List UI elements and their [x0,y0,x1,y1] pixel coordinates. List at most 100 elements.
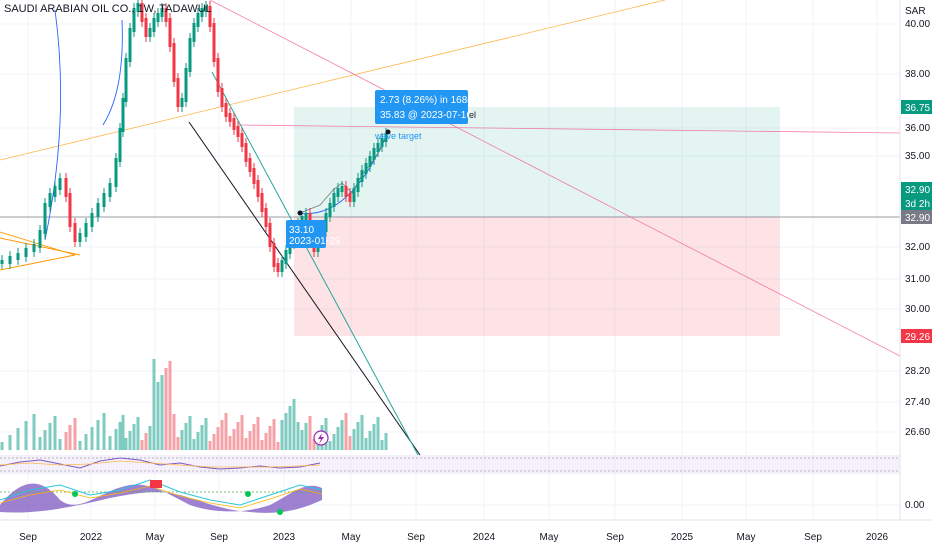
candle [128,28,132,62]
volume-bar [228,436,232,450]
candle [16,253,20,260]
price-tick-label: 0.00 [905,500,925,511]
candle [344,186,348,197]
candle [380,138,384,147]
orange-trendline [0,0,666,161]
candle [364,163,368,174]
candle [136,3,140,12]
time-tick-label: May [146,532,165,543]
price-tag-label: 29.26 [905,332,930,343]
volume-bar [68,425,72,450]
volume-bar [24,421,28,450]
candle [140,3,144,22]
volume-bar [144,433,148,450]
candle [68,193,72,227]
candle [43,203,47,234]
candle [224,103,228,117]
currency-label: SAR [905,6,926,17]
candle [348,193,352,202]
candle [240,133,244,147]
wave-path [299,131,389,214]
volume-bar [328,441,332,450]
volume-bar [308,416,312,450]
candle [212,23,216,62]
time-tick-label: 2023 [273,532,296,543]
gridlines [0,0,900,520]
volume-bar [280,420,284,450]
candle [376,143,380,152]
price-tick-label: 27.40 [905,397,930,408]
volume-bar [344,413,348,450]
volume-bar [248,431,252,450]
candle [284,250,288,264]
volume-bar [380,440,384,450]
price-tick-label: 32.00 [905,242,930,253]
volume-bar [372,424,376,450]
volume-bar [136,417,140,450]
volume-bar [160,375,164,450]
price-tag [901,196,932,210]
volume-bar [58,439,62,450]
candle [124,58,128,102]
volume-bar [204,418,208,450]
price-axis: 40.00 38.00 36.00 35.00 32.00 31.00 30.00 28.20… [905,19,930,511]
volume-bar [118,422,122,450]
volume-bar [90,427,94,450]
candle [168,18,172,47]
candle [108,183,112,197]
volume-bar [32,414,36,450]
candle [53,186,57,197]
time-tick-label: 2026 [866,532,889,543]
volume-bar [252,424,256,450]
entry-point [297,210,303,216]
volume-bar [384,433,388,450]
price-tick-label: 30.00 [905,304,930,315]
candle [144,18,148,37]
candle [236,126,240,137]
candle [24,248,28,257]
rsi-signal [0,460,321,468]
volume-bar [73,418,77,450]
candle [180,98,184,107]
entry-label: 33.10 [289,225,314,236]
time-axis: Sep 2022 May Sep 2023 May Sep 2024 May Sep 2025 May… [19,532,888,543]
volume-bar [64,432,68,450]
candle [0,260,4,264]
price-tick-label: 31.00 [905,274,930,285]
candle [188,38,192,72]
volume-bar [43,430,47,450]
candle [38,230,42,248]
price-tick-label: 36.00 [905,123,930,134]
candle [121,98,125,132]
candle [102,193,106,207]
volume-bar [348,436,352,450]
candle [248,158,252,172]
volume-bar [196,432,200,450]
volume-bar [260,440,264,450]
volume-bar [312,439,316,450]
volume-bar [212,434,216,450]
candle [272,243,276,267]
projection-label: 2.73 (8.26%) in 168d [380,95,473,106]
volume-bar [332,434,336,450]
time-tick-label: Sep [19,532,37,543]
candle [90,213,94,227]
candle [260,193,264,212]
volume-bar [38,437,42,450]
time-tick-label: May [737,532,756,543]
candle [276,263,280,272]
symbol-title: SAUDI ARABIAN OIL CO., 1W, TADAWUL [4,3,212,15]
time-tick-label: May [342,532,361,543]
volume-bar [148,426,152,450]
volume-bar [304,423,308,450]
candle [184,68,188,102]
candle [332,193,336,207]
candle [356,178,360,192]
price-tag-label: 32.90 [905,213,930,224]
candle [252,168,256,184]
candle [384,133,388,142]
volume-bar [300,430,304,450]
candle [196,13,200,27]
price-tag [901,182,932,196]
